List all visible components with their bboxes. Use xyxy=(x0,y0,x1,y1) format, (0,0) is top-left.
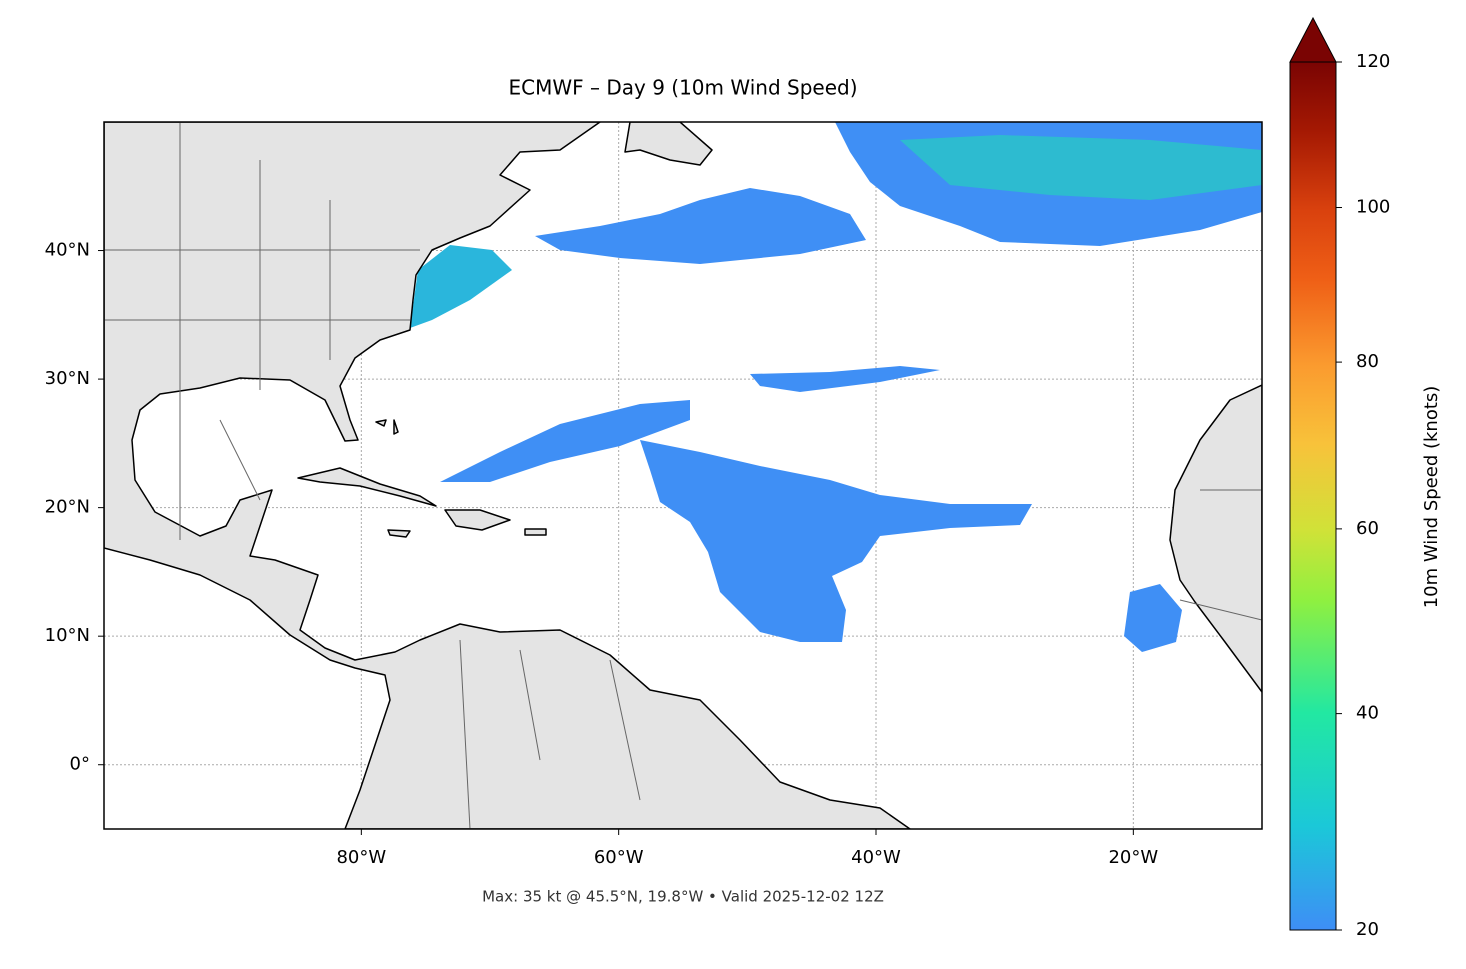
wind-area xyxy=(410,245,512,328)
colorbar: 20 40 60 80 100 120 xyxy=(1289,16,1390,940)
cuba xyxy=(297,467,437,507)
jamaica xyxy=(387,529,411,538)
colorbar-gradient xyxy=(1290,62,1336,930)
newfoundland xyxy=(624,122,713,166)
americas xyxy=(104,122,911,829)
y-tick-label: 0° xyxy=(70,754,90,775)
footer: Max: 35 kt @ 45.5°N, 19.8°W • Valid 2025… xyxy=(482,888,884,906)
colorbar-label: 10m Wind Speed (knots) xyxy=(1421,386,1442,609)
axes: 80°W 60°W 40°W 20°W 0° 10°N 20°N 30°N 40°N xyxy=(45,240,1159,868)
colorbar-tick-label: 40 xyxy=(1356,703,1379,724)
puerto-rico xyxy=(524,528,547,536)
borders xyxy=(104,122,1262,829)
y-tick-label: 40°N xyxy=(45,240,90,261)
colorbar-tick-label: 80 xyxy=(1356,351,1379,372)
wind-core xyxy=(900,135,1262,200)
x-tick-label: 20°W xyxy=(1108,847,1158,868)
colorbar-tick-label: 120 xyxy=(1356,51,1390,72)
wind-area xyxy=(750,366,940,392)
colorbar-frame xyxy=(1289,62,1337,931)
title: ECMWF – Day 9 (10m Wind Speed) xyxy=(509,76,858,100)
africa xyxy=(1169,384,1262,693)
colorbar-tick-label: 60 xyxy=(1356,518,1379,539)
wind-area xyxy=(535,188,866,264)
wind-field xyxy=(410,122,1262,652)
y-tick-label: 30°N xyxy=(45,368,90,389)
map-frame xyxy=(103,121,1263,830)
colorbar-extend xyxy=(1289,16,1337,63)
colorbar-tick-label: 100 xyxy=(1356,197,1390,218)
colorbar-tick-label: 20 xyxy=(1356,919,1379,940)
x-tick-label: 60°W xyxy=(594,847,644,868)
bahamas xyxy=(375,419,399,435)
x-tick-label: 80°W xyxy=(336,847,386,868)
hispaniola xyxy=(444,509,511,531)
y-tick-label: 20°N xyxy=(45,497,90,518)
x-tick-label: 40°W xyxy=(851,847,901,868)
wind-area xyxy=(1124,584,1182,652)
wind-area xyxy=(640,440,1032,642)
land xyxy=(104,122,1262,829)
map xyxy=(104,122,1262,829)
y-tick-label: 10°N xyxy=(45,625,90,646)
wind-area xyxy=(440,400,690,482)
